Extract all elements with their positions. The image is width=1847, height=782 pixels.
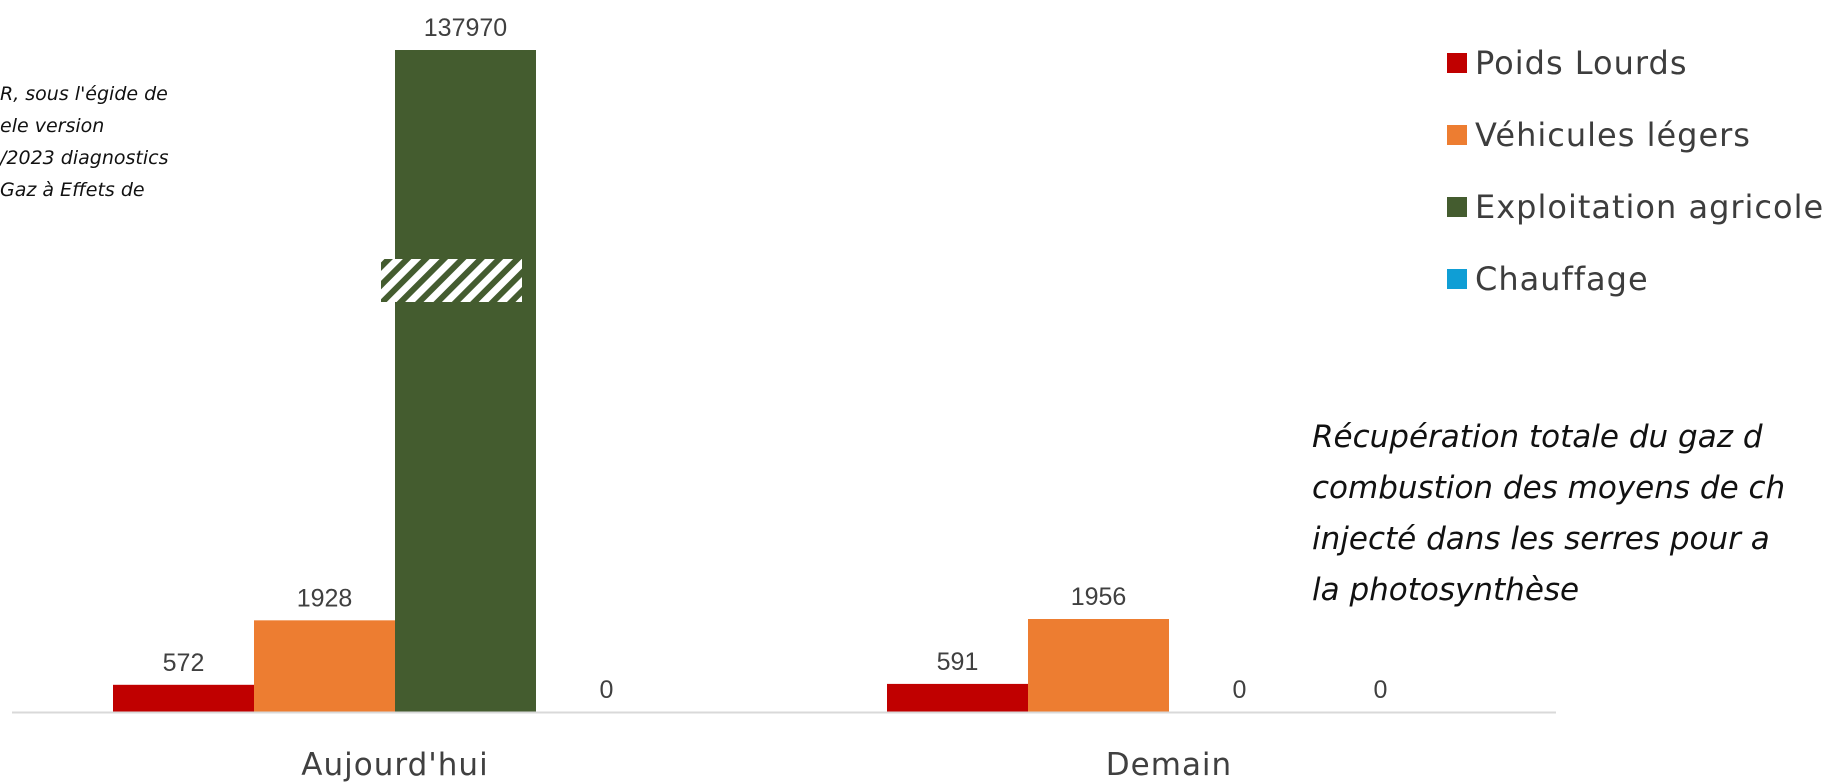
data-label: 1928 (297, 584, 353, 612)
legend-swatch (1447, 197, 1467, 217)
data-label: 572 (163, 649, 205, 677)
legend-item-chauffage: Chauffage (1447, 260, 1824, 298)
category-label: Demain (1106, 747, 1232, 782)
data-label: 0 (600, 676, 614, 704)
data-label: 591 (937, 648, 979, 676)
data-label: 137970 (424, 14, 507, 42)
bar (887, 683, 1028, 712)
source-note: R, sous l'égide de ele version /2023 dia… (0, 78, 235, 206)
data-label: 0 (1374, 676, 1388, 704)
annotation-note-line: injecté dans les serres pour a (1312, 521, 1770, 557)
legend-label: Exploitation agricole (1475, 188, 1825, 226)
data-label: 1956 (1071, 583, 1127, 611)
annotation-note-line: la photosynthèse (1312, 572, 1580, 608)
legend-swatch (1447, 125, 1467, 145)
legend-label: Poids Lourds (1475, 44, 1688, 82)
axis-break-marker (381, 259, 522, 302)
source-note-line: R, sous l'égide de (0, 83, 168, 105)
bar (395, 50, 536, 712)
source-note-line: /2023 diagnostics (0, 147, 169, 169)
legend-label: Véhicules légers (1475, 116, 1751, 154)
bar (254, 620, 395, 712)
legend-swatch (1447, 269, 1467, 289)
annotation-note-line: combustion des moyens de ch (1312, 470, 1786, 506)
chart-legend: Poids Lourds Véhicules légers Exploitati… (1447, 44, 1825, 333)
annotation-note: Récupération totale du gaz d combustion … (1312, 412, 1847, 616)
bar (1028, 619, 1169, 712)
category-label: Aujourd'hui (301, 747, 488, 782)
source-note-line: ele version (0, 115, 105, 137)
legend-swatch (1447, 53, 1467, 73)
legend-item-exploitation-agricole: Exploitation agricole (1447, 188, 1825, 226)
legend-item-poids-lourds: Poids Lourds (1447, 44, 1824, 82)
data-label: 0 (1233, 676, 1247, 704)
legend-item-vehicules-legers: Véhicules légers (1447, 116, 1824, 154)
annotation-note-line: Récupération totale du gaz d (1312, 419, 1763, 455)
legend-label: Chauffage (1475, 260, 1649, 298)
source-note-line: Gaz à Effets de (0, 179, 145, 201)
bar (113, 684, 254, 712)
